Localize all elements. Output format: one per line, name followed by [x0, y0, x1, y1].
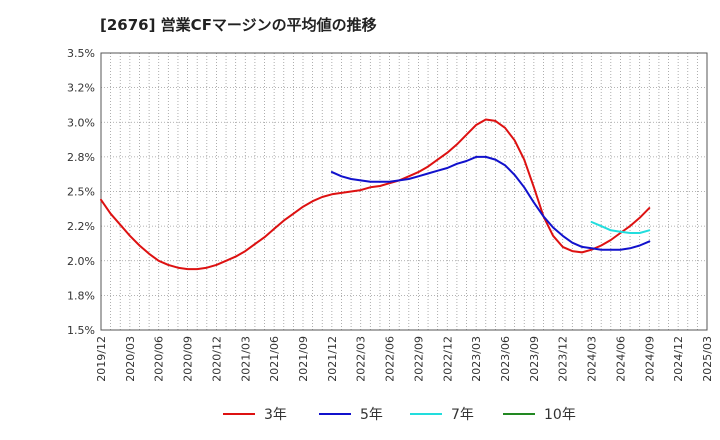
legend-item: 7年 [410, 407, 474, 423]
x-tick-label: 2022/09 [412, 336, 425, 382]
legend-item: 3年 [223, 407, 287, 423]
y-tick-label: 1.5% [67, 324, 95, 337]
legend-label: 5年 [360, 407, 383, 423]
x-tick-label: 2021/12 [326, 336, 339, 382]
legend-label: 3年 [264, 407, 287, 423]
y-tick-label: 3.5% [67, 47, 95, 60]
x-tick-label: 2023/03 [470, 336, 483, 382]
x-tick-label: 2021/06 [268, 336, 281, 382]
x-tick-label: 2022/12 [441, 336, 454, 382]
chart-title: [2676] 営業CFマージンの平均値の推移 [100, 16, 377, 34]
x-tick-label: 2023/12 [557, 336, 570, 382]
y-tick-label: 2.2% [67, 220, 95, 233]
x-tick-label: 2024/03 [586, 336, 599, 382]
x-tick-label: 2020/12 [210, 336, 223, 382]
plot-frame [100, 52, 708, 331]
legend-item: 5年 [319, 407, 383, 423]
x-tick-label: 2022/03 [355, 336, 368, 382]
legend-item: 10年 [503, 407, 576, 423]
y-tick-label: 3.0% [67, 116, 95, 129]
y-tick-label: 2.8% [67, 151, 95, 164]
series-line [330, 155, 651, 251]
y-tick-label: 2.0% [67, 255, 95, 268]
y-tick-label: 3.2% [67, 82, 95, 95]
x-tick-label: 2024/12 [672, 336, 685, 382]
y-tick-label: 1.8% [67, 289, 95, 302]
x-tick-label: 2023/09 [528, 336, 541, 382]
x-tick-label: 2021/03 [239, 336, 252, 382]
series-line [590, 221, 651, 234]
legend-label: 10年 [544, 407, 576, 423]
x-tick-label: 2021/09 [297, 336, 310, 382]
legend-label: 7年 [451, 407, 474, 423]
y-tick-label: 2.5% [67, 186, 95, 199]
x-tick-label: 2024/09 [643, 336, 656, 382]
x-tick-label: 2025/03 [701, 336, 714, 382]
x-tick-label: 2020/03 [124, 336, 137, 382]
x-tick-label: 2020/09 [182, 336, 195, 382]
x-tick-label: 2020/06 [153, 336, 166, 382]
x-tick-label: 2022/06 [384, 336, 397, 382]
x-tick-label: 2023/06 [499, 336, 512, 382]
x-tick-label: 2024/06 [614, 336, 627, 382]
series-line [100, 118, 651, 271]
x-tick-label: 2019/12 [95, 336, 108, 382]
